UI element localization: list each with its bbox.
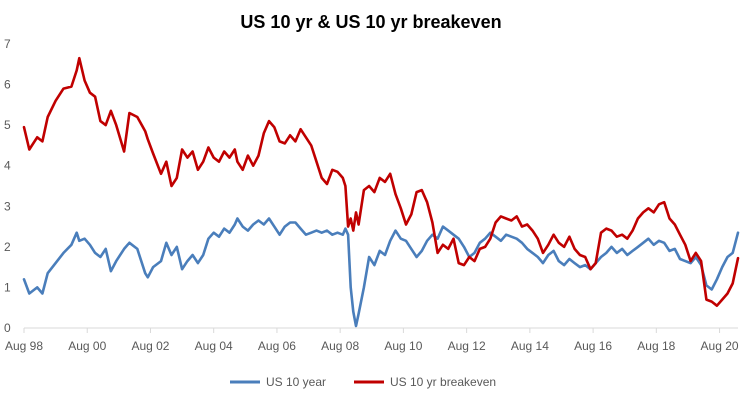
y-tick-label: 0 (4, 321, 11, 335)
x-tick-label: Aug 14 (511, 339, 549, 353)
x-tick-label: Aug 20 (701, 339, 739, 353)
chart-title: US 10 yr & US 10 yr breakeven (240, 12, 501, 32)
x-tick-label: Aug 10 (384, 339, 422, 353)
x-tick-label: Aug 06 (258, 339, 296, 353)
x-tick-label: Aug 16 (574, 339, 612, 353)
y-tick-label: 3 (4, 199, 11, 213)
y-tick-label: 7 (4, 37, 11, 51)
x-tick-label: Aug 04 (195, 339, 233, 353)
series-lines (22, 56, 740, 328)
x-tick-label: Aug 12 (448, 339, 486, 353)
y-tick-label: 4 (4, 159, 11, 173)
x-axis: Aug 98 Aug 00 Aug 02 Aug 04 Aug 06 Aug 08 Aug … (5, 327, 739, 353)
series-line-0 (22, 217, 740, 328)
x-tick-label: Aug 08 (321, 339, 359, 353)
y-tick-label: 2 (4, 240, 11, 254)
legend: US 10 year US 10 yr breakeven (230, 375, 496, 389)
x-tick-label: Aug 00 (68, 339, 106, 353)
y-tick-label: 1 (4, 280, 11, 294)
series-line-1 (22, 56, 740, 307)
x-tick-label: Aug 02 (131, 339, 169, 353)
y-tick-label: 6 (4, 78, 11, 92)
y-axis-ticks: 0 1 2 3 4 5 6 7 (4, 37, 11, 335)
legend-label: US 10 yr breakeven (390, 375, 496, 389)
x-tick-label: Aug 98 (5, 339, 43, 353)
legend-label: US 10 year (266, 375, 326, 389)
y-tick-label: 5 (4, 118, 11, 132)
x-tick-label: Aug 18 (637, 339, 675, 353)
